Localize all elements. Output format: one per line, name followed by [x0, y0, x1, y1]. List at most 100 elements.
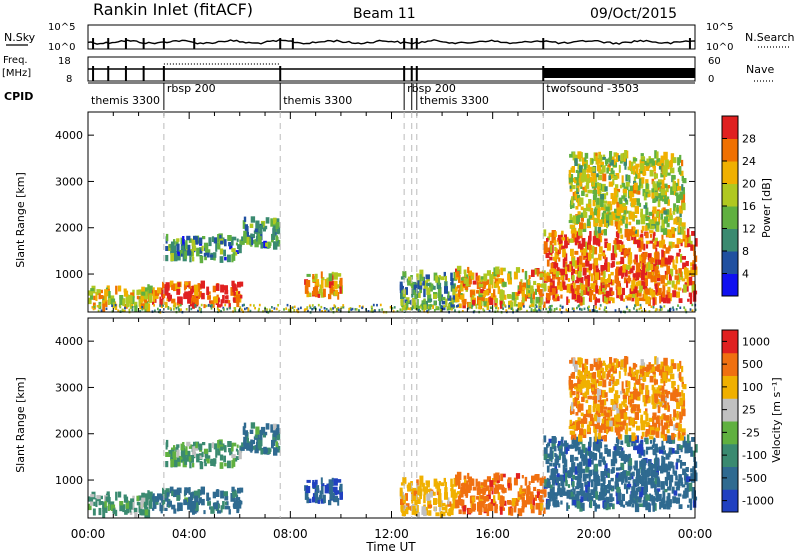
power-cell [321, 277, 325, 281]
velocity-cell [591, 364, 594, 370]
power-cell [596, 159, 601, 164]
velocity-cell [602, 399, 607, 406]
velocity-cell [188, 487, 191, 495]
velocity-cell [643, 411, 647, 415]
velocity-cell [662, 413, 666, 419]
nave-tick-bottom: 0 [708, 74, 714, 85]
power-cell [623, 277, 627, 284]
power-cell [576, 284, 580, 290]
velocity-cell [584, 363, 587, 368]
power-cell [251, 237, 254, 246]
power-cell [576, 257, 580, 266]
velocity-cell [604, 406, 608, 410]
power-cell [671, 226, 675, 234]
velocity-cell [682, 384, 687, 390]
power-cell [526, 288, 530, 296]
power-cell [651, 257, 655, 263]
velocity-cell [560, 500, 563, 505]
velocity-cell [595, 424, 599, 429]
velocity-cell [596, 379, 599, 384]
power-cell [460, 282, 464, 292]
power-colorbar: Power [dB] 4 8 12 16 20 24 28 [721, 115, 773, 297]
power-cell [378, 308, 381, 312]
nsky-trace [87, 39, 696, 45]
velocity-cell [587, 458, 592, 467]
power-cell [476, 276, 479, 281]
power-cell [271, 310, 273, 313]
power-cell [512, 308, 514, 312]
velocity-cell [161, 493, 164, 503]
velocity-cell [312, 480, 315, 486]
power-cell [601, 290, 605, 295]
velocity-cell [593, 414, 598, 422]
velocity-cell [246, 442, 250, 451]
power-cell [152, 295, 156, 303]
velocity-cell [483, 507, 488, 512]
power-cell [455, 286, 458, 292]
velocity-cell [682, 436, 686, 445]
velocity-colorbar-tick: 25 [742, 404, 756, 417]
power-cell [243, 234, 247, 243]
power-cell [270, 218, 273, 227]
power-cell [631, 234, 634, 241]
power-cell [654, 191, 658, 197]
power-cell [620, 248, 625, 255]
velocity-cell [692, 487, 696, 491]
velocity-ytick-label: 3000 [55, 381, 83, 394]
power-cell [530, 285, 534, 294]
velocity-cell [573, 436, 577, 444]
power-cell [519, 307, 522, 310]
power-cell [640, 153, 644, 157]
velocity-cell [673, 470, 678, 476]
velocity-cell [478, 506, 482, 515]
power-cell [677, 273, 681, 282]
velocity-cell [527, 499, 531, 504]
velocity-cell [665, 480, 669, 487]
velocity-cell [591, 387, 595, 392]
velocity-cell [626, 470, 631, 476]
velocity-cell [579, 403, 584, 411]
velocity-colorbar-tick: -25 [742, 426, 760, 439]
power-cell [679, 210, 682, 218]
power-cell [689, 295, 693, 305]
power-cell [445, 298, 448, 307]
velocity-cell [587, 446, 591, 452]
power-cell [460, 277, 465, 281]
velocity-cell [542, 507, 546, 514]
power-cell [600, 277, 604, 285]
power-cell [550, 262, 554, 270]
velocity-cell [637, 445, 641, 454]
power-cell [396, 310, 399, 313]
power-cell [536, 285, 540, 292]
power-cell [513, 271, 518, 280]
velocity-cell [691, 437, 696, 442]
power-cell [606, 192, 609, 196]
velocity-cell [222, 501, 225, 510]
power-cell [546, 275, 551, 283]
velocity-cell [655, 463, 658, 472]
velocity-cell [223, 491, 228, 497]
freq-traces [88, 63, 695, 81]
power-cell [651, 160, 655, 166]
velocity-cell [228, 509, 231, 515]
velocity-cell [148, 500, 153, 509]
power-cell [238, 309, 240, 312]
power-cell [694, 238, 698, 247]
velocity-cell [237, 450, 240, 455]
power-cell [493, 289, 496, 298]
power-cell [141, 306, 144, 309]
power-cell [608, 175, 611, 181]
power-cell [579, 165, 583, 173]
velocity-cell [613, 358, 618, 363]
power-cell [654, 150, 657, 159]
power-cell [667, 309, 670, 313]
power-cell [611, 291, 615, 296]
power-cell [654, 187, 658, 192]
velocity-cell [138, 505, 143, 513]
power-cell [478, 306, 480, 310]
power-cell [253, 304, 255, 307]
velocity-cell [671, 461, 674, 468]
velocity-cell [546, 453, 551, 459]
power-cell [405, 307, 408, 310]
power-cell [593, 220, 597, 227]
